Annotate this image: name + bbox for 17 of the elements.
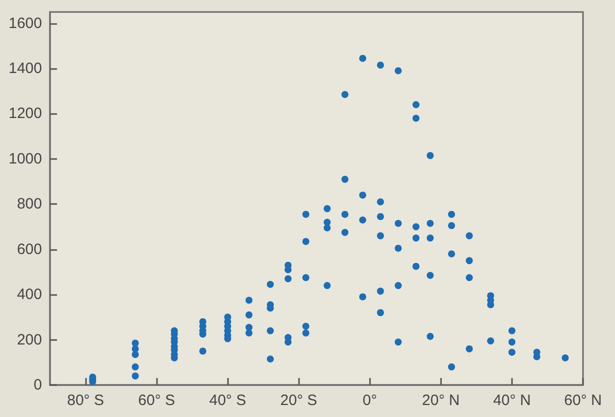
y-tick-label: 200 (16, 331, 42, 348)
x-tick-label: 60° S (138, 392, 176, 409)
x-tick-label: 80° S (67, 392, 104, 409)
x-tick-label: 40° N (493, 392, 531, 409)
x-tick-label: 40° S (209, 392, 246, 409)
y-tick-label: 400 (16, 286, 42, 304)
x-tick-label: 60° N (564, 392, 602, 409)
y-tick-label: 600 (16, 240, 42, 258)
y-tick-label: 800 (16, 196, 42, 213)
x-tick-label: 0° (362, 392, 377, 409)
y-tick-label: 1600 (8, 14, 42, 32)
x-tick-label: 20° S (280, 392, 318, 409)
x-tick-label: 20° N (422, 392, 460, 409)
y-tick-label: 1400 (8, 60, 42, 78)
y-tick-label: 1200 (8, 105, 42, 122)
y-tick-label: 1000 (8, 150, 42, 168)
y-tick-label: 0 (34, 376, 42, 394)
